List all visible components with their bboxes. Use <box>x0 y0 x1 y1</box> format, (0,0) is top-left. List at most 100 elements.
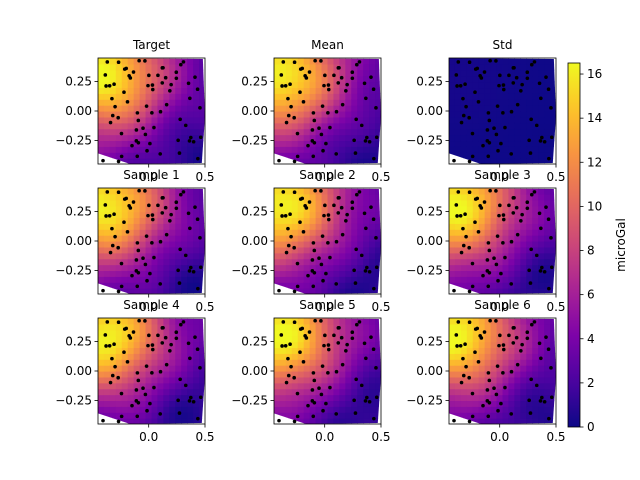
heatmap-cell <box>175 318 182 325</box>
heatmap-cell <box>496 388 504 396</box>
heatmap-cell <box>133 235 141 242</box>
heatmap-cell <box>163 382 170 390</box>
heatmap-cell <box>496 93 504 100</box>
station-point <box>164 232 169 237</box>
heatmap-cell <box>157 87 164 94</box>
station-point <box>136 378 141 383</box>
heatmap-cell <box>490 75 498 83</box>
heatmap-cell <box>502 152 510 159</box>
heatmap-cell <box>496 69 504 77</box>
heatmap-cell <box>145 353 153 360</box>
heatmap-cell <box>490 205 498 213</box>
heatmap-cell <box>175 270 182 277</box>
heatmap-cell <box>449 371 456 378</box>
station-point <box>281 60 286 64</box>
heatmap-cell <box>550 258 556 266</box>
heatmap-cell <box>133 128 141 136</box>
heatmap-cell <box>175 205 182 213</box>
heatmap-cell <box>327 211 335 219</box>
heatmap-cell <box>472 335 480 343</box>
heatmap-cell <box>133 388 141 396</box>
heatmap-cell <box>169 376 176 384</box>
heatmap-cell <box>187 205 194 213</box>
heatmap-cell <box>345 400 352 407</box>
heatmap-cell <box>526 99 533 106</box>
heatmap-cell <box>169 412 176 419</box>
heatmap-cell <box>345 128 352 136</box>
station-point <box>187 399 192 403</box>
heatmap-cell <box>484 223 492 230</box>
heatmap-cell <box>339 365 346 372</box>
heatmap-cell <box>339 406 346 413</box>
station-point <box>103 333 108 337</box>
heatmap-cell <box>550 335 556 343</box>
heatmap-cell <box>472 105 480 112</box>
heatmap-cell <box>321 258 329 266</box>
heatmap-cell <box>163 199 170 207</box>
heatmap-cell <box>466 412 474 419</box>
station-point <box>198 106 202 110</box>
station-point <box>135 371 140 375</box>
heatmap-cell <box>193 388 200 396</box>
heatmap-cell <box>526 282 533 289</box>
heatmap-cell <box>357 223 364 230</box>
heatmap-cell <box>121 359 129 366</box>
heatmap-cell <box>460 258 468 266</box>
heatmap-cell <box>133 365 141 372</box>
station-point <box>295 261 300 266</box>
heatmap-cell <box>454 246 462 254</box>
station-point <box>147 333 151 338</box>
heatmap-cell <box>363 146 370 153</box>
heatmap-cell <box>550 81 556 89</box>
heatmap-cell <box>199 81 205 89</box>
heatmap-cell <box>532 111 539 118</box>
station-markers <box>452 58 554 164</box>
heatmap-cell <box>454 205 462 213</box>
heatmap-cell <box>496 205 504 213</box>
heatmap-cell <box>526 128 533 136</box>
station-point <box>470 284 475 289</box>
heatmap-cell <box>357 81 364 89</box>
heatmap-cell <box>375 400 381 407</box>
heatmap-cell <box>187 365 194 372</box>
heatmap-cell <box>472 241 480 248</box>
heatmap-cell <box>315 140 323 147</box>
station-point <box>344 88 348 93</box>
heatmap-cell <box>357 116 364 124</box>
heatmap-cell <box>472 282 480 289</box>
station-point <box>514 75 519 80</box>
heatmap-cell <box>484 99 492 106</box>
heatmap-cell <box>327 394 335 402</box>
heatmap-cell <box>478 406 486 413</box>
heatmap-cell <box>449 246 456 254</box>
heatmap-cell <box>526 371 533 378</box>
heatmap-cell <box>369 58 376 65</box>
heatmap-cell <box>187 371 194 378</box>
heatmap-cell <box>181 205 188 213</box>
heatmap-cell <box>550 241 556 248</box>
station-point <box>497 83 501 88</box>
station-point <box>135 414 140 419</box>
heatmap-cell <box>169 270 176 277</box>
heatmap-cell <box>291 87 299 94</box>
heatmap-cell <box>490 382 498 390</box>
heatmap-cell <box>115 229 123 236</box>
heatmap-cell <box>303 193 311 201</box>
heatmap-cell <box>526 394 533 402</box>
heatmap-cell <box>345 353 352 360</box>
heatmap-cell <box>472 341 480 349</box>
heatmap-cell <box>550 211 556 219</box>
station-point <box>354 322 359 327</box>
heatmap-cell <box>357 264 364 272</box>
heatmap-cell <box>181 394 188 402</box>
heatmap-cell <box>345 188 352 195</box>
heatmap-cell <box>181 376 188 384</box>
station-point <box>336 66 341 70</box>
heatmap-cell <box>339 158 346 164</box>
heatmap-cell <box>449 353 456 360</box>
heatmap-cell <box>502 335 510 343</box>
heatmap-cell <box>526 288 533 294</box>
heatmap-cell <box>449 199 456 207</box>
heatmap-cell <box>103 258 111 266</box>
heatmap-cell <box>121 235 129 242</box>
